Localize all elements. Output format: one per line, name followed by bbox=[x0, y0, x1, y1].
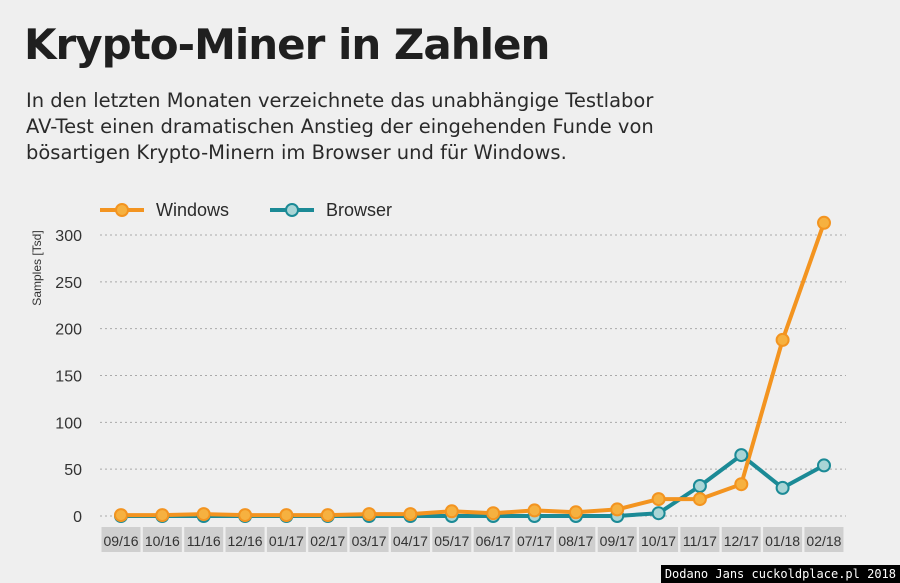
x-tick-label: 03/17 bbox=[352, 533, 387, 549]
data-point-windows-11-17 bbox=[692, 492, 707, 507]
y-tick-label: 200 bbox=[55, 322, 82, 339]
x-tick-box-11-16 bbox=[184, 527, 224, 552]
data-point-windows-02-18 bbox=[817, 215, 831, 230]
x-tick-label: 04/17 bbox=[393, 533, 428, 549]
x-tick-label: 01/17 bbox=[269, 533, 304, 549]
x-tick-box-12-16 bbox=[225, 527, 265, 552]
x-tick-label: 12/16 bbox=[228, 533, 263, 549]
data-point-browser-10-17 bbox=[651, 506, 666, 521]
y-axis-label: Samples [Tsd] bbox=[30, 230, 44, 305]
x-tick-box-06-17 bbox=[473, 527, 513, 552]
series-line-browser bbox=[119, 453, 826, 518]
legend-marker-browser bbox=[285, 203, 299, 217]
y-tick-label: 150 bbox=[55, 369, 82, 386]
watermark: Dodano Jans cuckoldplace.pl 2018 bbox=[660, 565, 900, 583]
data-point-windows-10-17 bbox=[651, 492, 666, 507]
x-tick-label: 10/16 bbox=[145, 533, 180, 549]
x-tick-label: 11/17 bbox=[683, 533, 717, 549]
x-tick-box-03-17 bbox=[349, 527, 389, 552]
data-point-windows-04-17 bbox=[403, 507, 418, 522]
x-tick-box-09-16 bbox=[101, 527, 141, 552]
y-tick-label: 100 bbox=[55, 415, 82, 432]
x-tick-box-01-17 bbox=[266, 527, 306, 552]
x-tick-box-01-18 bbox=[763, 527, 803, 552]
x-tick-label: 08/17 bbox=[558, 533, 593, 549]
data-point-browser-01-18 bbox=[775, 480, 790, 495]
data-point-browser-12-17 bbox=[734, 448, 749, 463]
data-point-windows-08-17 bbox=[568, 505, 583, 520]
data-point-windows-12-16 bbox=[238, 508, 253, 523]
y-tick-label: 250 bbox=[55, 275, 82, 292]
legend-label-windows: Windows bbox=[156, 200, 229, 220]
x-tick-label: 09/16 bbox=[103, 533, 138, 549]
x-tick-box-02-18 bbox=[804, 527, 844, 552]
x-tick-label: 10/17 bbox=[641, 533, 676, 549]
x-tick-box-02-17 bbox=[308, 527, 348, 552]
data-point-browser-11-17 bbox=[692, 479, 707, 493]
data-point-windows-10-16 bbox=[155, 508, 170, 523]
x-tick-label: 06/17 bbox=[476, 533, 511, 549]
subtitle-line-3: bösartigen Krypto-Minern im Browser und … bbox=[26, 141, 567, 164]
data-point-windows-12-17 bbox=[734, 477, 749, 492]
subtitle-line-1: In den letzten Monaten verzeichnete das … bbox=[26, 89, 654, 112]
data-point-windows-01-18 bbox=[775, 332, 790, 347]
x-tick-label: 01/18 bbox=[765, 533, 800, 549]
page-title: Krypto-Miner in Zahlen bbox=[24, 20, 550, 69]
x-tick-box-09-17 bbox=[597, 527, 637, 552]
x-tick-label: 05/17 bbox=[434, 533, 469, 549]
x-tick-label: 09/17 bbox=[600, 533, 635, 549]
data-point-windows-06-17 bbox=[486, 506, 501, 521]
subtitle-line-2: AV-Test einen dramatischen Anstieg der e… bbox=[26, 115, 654, 138]
x-tick-label: 12/17 bbox=[724, 533, 759, 549]
legend-label-browser: Browser bbox=[326, 200, 392, 220]
data-point-windows-07-17 bbox=[527, 503, 542, 518]
y-tick-label: 300 bbox=[55, 228, 82, 245]
x-tick-box-10-17 bbox=[639, 527, 679, 552]
x-tick-box-07-17 bbox=[515, 527, 554, 552]
data-point-browser-02-18 bbox=[817, 458, 831, 473]
x-tick-box-12-17 bbox=[721, 527, 761, 552]
x-tick-label: 02/18 bbox=[806, 533, 841, 549]
x-tick-label: 02/17 bbox=[310, 533, 345, 549]
x-tick-box-08-17 bbox=[556, 527, 596, 552]
legend-marker-windows bbox=[115, 203, 129, 217]
data-point-windows-09-17 bbox=[610, 502, 625, 517]
data-point-windows-01-17 bbox=[279, 508, 294, 523]
x-tick-label: 11/16 bbox=[187, 533, 221, 549]
x-tick-box-11-17 bbox=[680, 527, 720, 552]
y-tick-label: 0 bbox=[73, 509, 82, 526]
data-point-windows-11-16 bbox=[196, 507, 211, 522]
x-tick-box-10-16 bbox=[142, 527, 182, 552]
data-point-windows-03-17 bbox=[362, 507, 377, 522]
subtitle: In den letzten Monaten verzeichnete das … bbox=[26, 88, 726, 166]
x-tick-box-04-17 bbox=[390, 527, 430, 552]
y-tick-label: 50 bbox=[64, 462, 82, 479]
data-point-windows-09-16 bbox=[114, 508, 128, 523]
data-point-windows-02-17 bbox=[320, 508, 335, 523]
x-tick-label: 07/17 bbox=[517, 533, 552, 549]
x-tick-box-05-17 bbox=[432, 527, 472, 552]
data-point-windows-05-17 bbox=[444, 504, 459, 519]
